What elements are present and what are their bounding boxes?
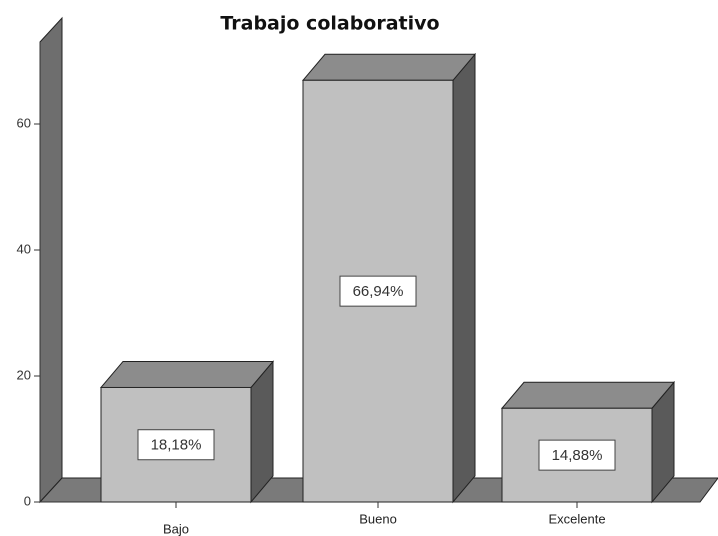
bar-top: [99, 360, 275, 388]
y-tick-label: 20: [17, 367, 31, 382]
bar-top: [301, 53, 477, 81]
x-tick-label: Excelente: [548, 511, 605, 526]
value-label-box: [137, 429, 215, 461]
x-tick-label: Bajo: [163, 521, 189, 536]
y-tick-label: 0: [24, 493, 31, 508]
bar-top: [500, 381, 676, 409]
bar: [302, 79, 454, 503]
value-label-box: [339, 275, 417, 307]
value-label-box: [538, 439, 616, 471]
y-tick-label: 40: [17, 241, 31, 256]
value-label: 18,18%: [151, 437, 202, 454]
back-wall: [39, 16, 63, 504]
y-tick-label: 60: [17, 115, 31, 130]
chart-title: Trabajo colaborativo: [220, 13, 439, 35]
value-label: 14,88%: [552, 447, 603, 464]
bar-side: [452, 52, 476, 504]
value-label: 66,94%: [353, 283, 404, 300]
x-tick-label: Bueno: [359, 511, 397, 526]
